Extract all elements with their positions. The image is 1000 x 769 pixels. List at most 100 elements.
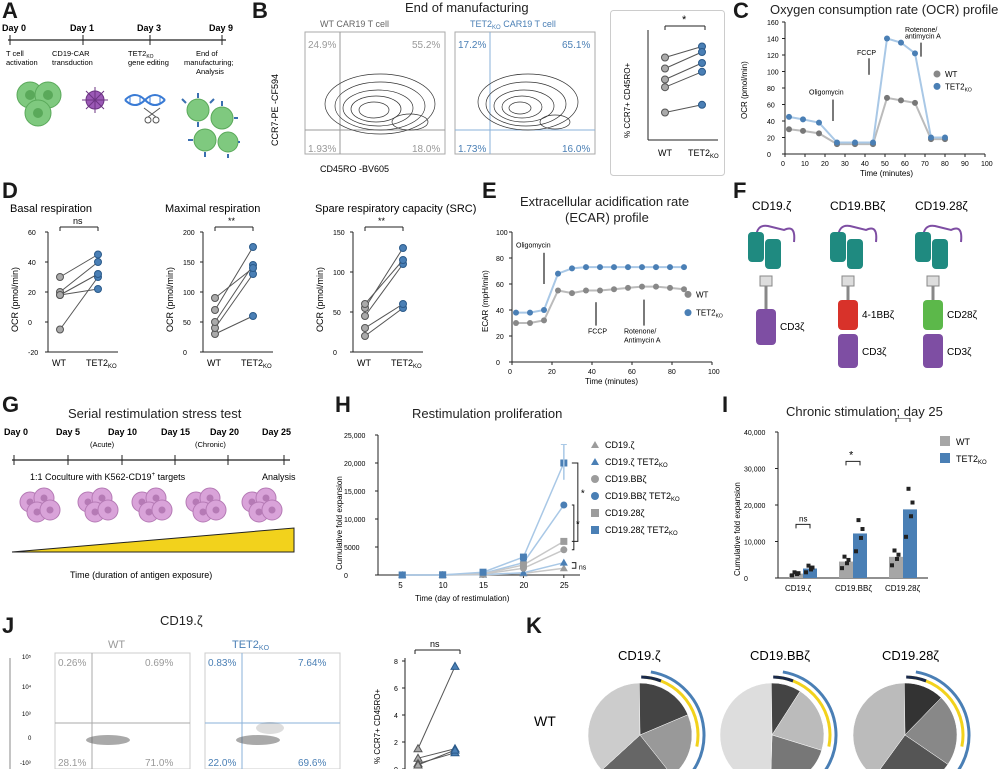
flow-ylabel: CCR7-PE -CF594 [270,74,280,146]
tet2-point [249,264,257,272]
quad-label: 24.9% [308,40,336,51]
x-tick: 80 [668,369,676,376]
tet2-point [870,139,876,146]
annotation: Oligomycin [809,90,844,97]
tet2-point [94,258,102,266]
y-tick: 8 [394,659,398,666]
panel-letter-h: H [335,392,351,417]
tet2-point [942,134,948,141]
sig-marker: ns [430,639,440,649]
wt-flow-label: WT [108,639,125,651]
panel-k-pies: CD19.ζ CD19.BBζ CD19.28ζ WT [534,648,971,769]
tet2-flow-plot [454,31,596,155]
phase-label: (Acute) [90,440,115,449]
panel-b-title: End of manufacturing [405,0,529,15]
y-tick: 2 [394,740,398,747]
h-ylabel: Cumulative fold expansion [335,476,344,570]
y-tick: 100 [767,70,779,77]
tet2-flow-label: TET2KO [232,639,270,652]
y-tick: 4 [394,713,398,720]
h-series-line [402,504,565,576]
sig-marker: ns [799,514,807,523]
wt-point [786,126,792,133]
e-xlabel: Time (minutes) [585,377,638,386]
quad-label: 0.69% [145,658,173,669]
y-tick: 50 [333,310,341,317]
paired-ylabel: % CCR7+ CD45RO+ [623,63,632,138]
y-tick: 50 [183,320,191,327]
y-tick: 100 [333,270,345,277]
y-tick: 20,000 [344,461,366,468]
y-tick: 0 [744,576,748,583]
car-construct-cd19z: CD3ζ [748,224,805,345]
step-desc: gene editing [128,58,169,67]
quad-label: 28.1% [58,758,86,769]
x-tick: 25 [560,581,569,590]
day-label: Day 3 [137,23,161,33]
tet2-point [698,48,706,56]
tet2-point [852,139,858,146]
tet2-point [681,264,687,271]
tet2-point [249,312,257,320]
y-tick: 0 [496,360,500,367]
legend-label: CD19.BBζ [605,474,647,484]
quad-label: 55.2% [412,40,440,51]
wt-point [898,97,904,104]
x-label-wt: WT [658,148,672,158]
category-label: CD19.BBζ [835,584,872,593]
y-tick: 150 [183,260,195,267]
wt-point [361,312,369,320]
paired-lines-b [661,42,706,117]
sig-marker: ns [579,565,587,572]
tet2-point [698,67,706,76]
y-tick: 60 [767,103,775,110]
pie-slice [771,690,825,751]
y-tick: 30,000 [744,467,766,474]
tet2-point [450,745,460,754]
panel-g-diagram: Day 0 Day 5 Day 10 Day 15 Day 20 Day 25 … [4,427,296,580]
wt-dots [86,735,130,745]
d-chart-title: Maximal respiration [165,203,260,215]
panel-i-title: Chronic stimulation; day 25 [786,404,943,419]
domain-label: CD3ζ [780,322,805,333]
step-desc: activation [6,58,38,67]
tet2-point [569,265,575,272]
wt-point [555,287,561,294]
pie-slice [587,682,641,769]
wt-point [413,743,423,753]
tet2-point [94,270,102,278]
tet2-point [884,35,890,42]
quad-label: 16.0% [562,144,590,155]
x-tick: 15 [479,581,488,590]
y-tick: 0 [28,320,32,327]
antigen-exposure-wedge [11,527,295,553]
tet2-bar [803,568,817,578]
wt-point [211,318,219,326]
x-tick: 60 [901,161,909,168]
h-point [519,561,527,569]
h-xlabel: Time (day of restimulation) [415,594,510,603]
h-point [398,571,406,579]
d-chart-title: Spare respiratory capacity (SRC) [315,203,476,215]
quad-label: 18.0% [412,144,440,155]
wt-point [800,127,806,134]
y-tick: 80 [767,86,775,93]
quad-label: 1.73% [458,144,486,155]
step-desc: CD19-CAR [52,49,90,58]
panel-f-constructs: CD19.ζ CD19.BBζ CD19.28ζ CD3ζ 4-1BBζ CD3… [748,199,978,368]
y-tick: 80 [496,256,504,263]
tet2-point [786,113,792,120]
dna-scissors-icon [124,94,166,124]
tet2-point [625,264,631,271]
wt-bar [889,556,903,578]
x-label-tet2: TET2KO [391,358,422,370]
x-label-wt: WT [207,358,221,368]
paired-line [664,71,703,88]
tet2-flow-label: TET2KO CAR19 T cell [470,19,556,31]
y-tick: 10⁴ [22,684,32,691]
wt-point [661,108,669,117]
pie-slice [639,714,693,769]
h-point [560,501,568,509]
day-label: Day 0 [4,427,28,437]
t-cell-cluster-icon [16,81,62,127]
